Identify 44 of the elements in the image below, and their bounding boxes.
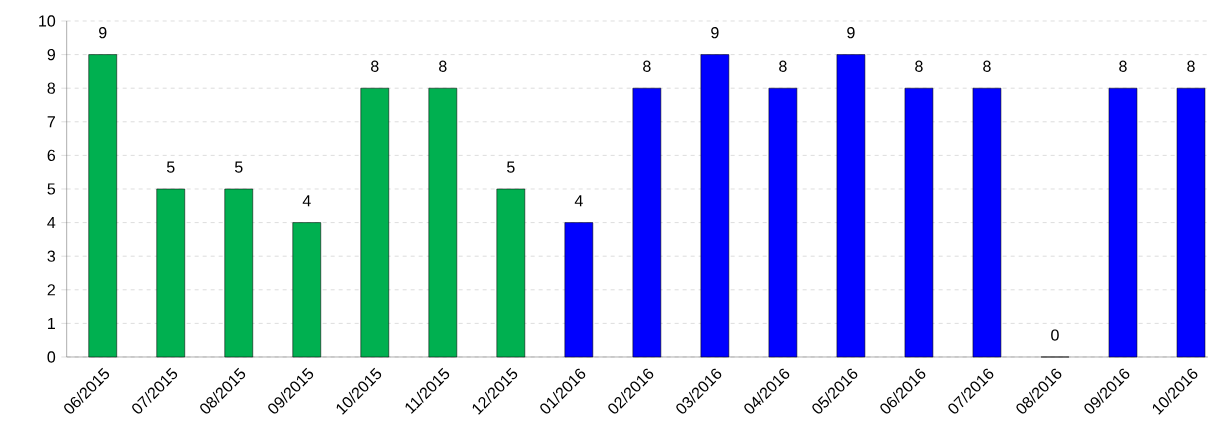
data-label: 8: [1119, 60, 1127, 72]
data-label: 5: [234, 161, 243, 173]
data-label: 8: [643, 60, 651, 72]
bar: [360, 87, 390, 358]
bar: [1108, 87, 1138, 358]
data-label: 4: [302, 195, 311, 207]
y-tick-label: 4: [47, 217, 56, 229]
y-tick-label: 6: [47, 149, 56, 162]
data-label: 5: [166, 161, 175, 173]
bar: [428, 87, 458, 358]
y-tick-label: 2: [47, 284, 55, 296]
bar: [632, 87, 662, 358]
data-label: 8: [371, 60, 379, 72]
bar: [768, 87, 798, 358]
data-label: 8: [779, 60, 787, 72]
y-tick-label: 1: [48, 317, 55, 329]
bar: [904, 87, 934, 358]
bar: [496, 188, 526, 358]
data-label: 0: [1051, 329, 1059, 341]
data-label: 8: [439, 60, 447, 72]
bar: [88, 54, 117, 358]
bar: [700, 54, 730, 358]
data-label: 9: [99, 27, 107, 39]
bar: [564, 222, 594, 358]
bar: [292, 222, 322, 358]
bar: [972, 87, 1002, 358]
data-label: 8: [983, 60, 991, 72]
bar: [156, 188, 186, 358]
data-label: 8: [915, 60, 923, 72]
y-tick-label: 7: [47, 116, 55, 128]
bar: [1176, 87, 1206, 358]
y-tick-label: 0: [47, 351, 56, 363]
data-label: 8: [1187, 60, 1195, 72]
data-label: 9: [847, 27, 855, 39]
y-tick-label: 8: [47, 82, 56, 94]
bar: [836, 54, 866, 358]
y-tick-label: 9: [47, 48, 55, 61]
y-tick-label: 10: [39, 15, 56, 27]
bar: [224, 188, 254, 358]
data-label: 9: [711, 27, 719, 39]
data-label: 4: [574, 195, 583, 207]
data-label: 5: [507, 161, 515, 173]
y-tick-label: 5: [47, 183, 56, 195]
y-tick-label: 3: [47, 250, 56, 262]
